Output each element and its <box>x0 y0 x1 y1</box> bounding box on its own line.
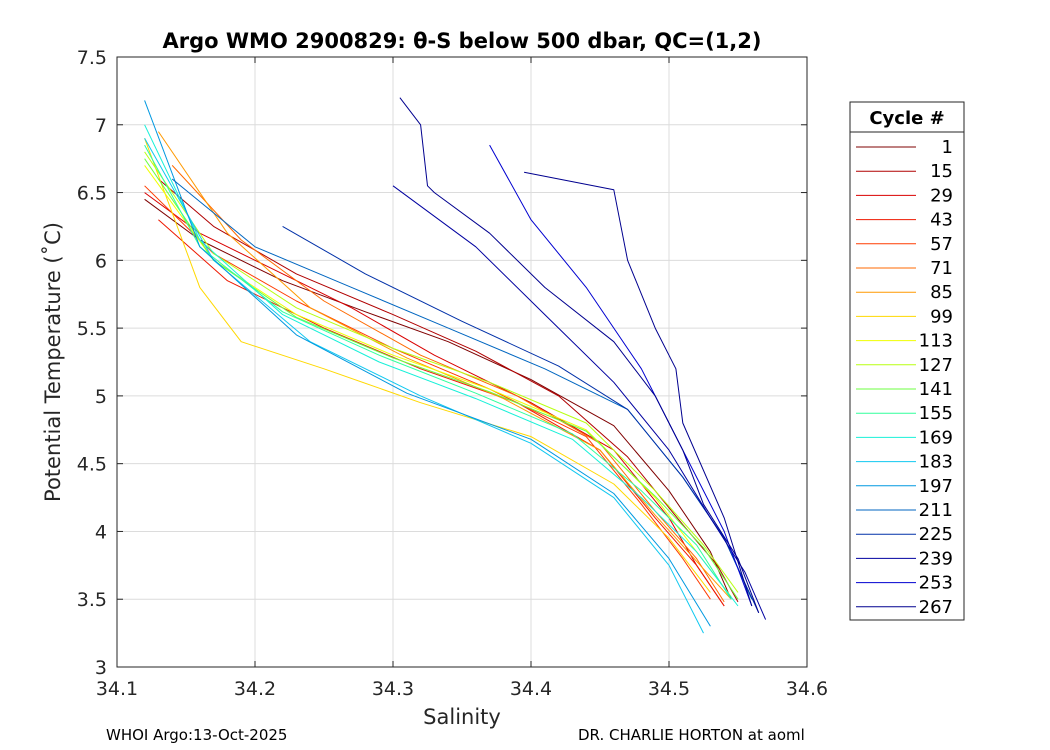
x-tick-label: 34.6 <box>786 678 828 700</box>
legend-box <box>849 101 965 621</box>
plot-frame <box>116 56 808 668</box>
legend-label-57: 57 <box>930 234 953 255</box>
series-line-cycle-85 <box>157 131 732 600</box>
x-axis-label: Salinity <box>423 705 501 729</box>
series-line-cycle-267 <box>399 97 760 613</box>
series-line-cycle-197 <box>144 100 711 627</box>
x-tick-label: 34.2 <box>234 678 276 700</box>
series-line-cycle-169 <box>144 124 739 607</box>
series-line-cycle-29 <box>144 192 725 607</box>
legend-label-197: 197 <box>919 476 953 497</box>
legend-label-99: 99 <box>930 306 953 327</box>
legend-label-113: 113 <box>919 331 953 352</box>
y-tick-label: 5 <box>95 386 107 408</box>
y-tick-label: 6 <box>95 250 107 272</box>
series-line-cycle-127 <box>144 151 739 593</box>
series-line-cycle-267b <box>524 171 753 607</box>
series-line-cycle-71 <box>171 165 725 603</box>
y-tick-label: 5.5 <box>77 318 107 340</box>
legend-label-211: 211 <box>919 500 953 521</box>
legend-label-141: 141 <box>919 379 953 400</box>
series-line-cycle-253 <box>489 144 753 607</box>
y-tick-label: 3.5 <box>77 589 107 611</box>
y-tick-label: 4.5 <box>77 454 107 476</box>
x-tick-label: 34.1 <box>96 678 138 700</box>
legend-label-239: 239 <box>919 548 953 569</box>
series-lines <box>144 97 767 634</box>
series-line-cycle-99 <box>144 138 711 593</box>
y-tick-label: 4 <box>95 521 107 543</box>
legend-title: Cycle # <box>869 108 944 129</box>
y-tick-label: 7.5 <box>77 47 107 69</box>
legend: Cycle # 1 15 29 43 57 71 85 99 113 127 141 155 169 18… <box>849 101 965 621</box>
footer-operator: DR. CHARLIE HORTON at aoml <box>578 726 805 744</box>
legend-label-183: 183 <box>919 452 953 473</box>
legend-label-253: 253 <box>919 573 953 594</box>
legend-label-127: 127 <box>919 355 953 376</box>
legend-label-267: 267 <box>919 597 953 618</box>
legend-label-1: 1 <box>942 137 953 158</box>
x-tick-label: 34.3 <box>372 678 414 700</box>
y-axis-label: Potential Temperature (˚C) <box>41 222 65 502</box>
series-line-cycle-1 <box>144 198 732 600</box>
series-line-cycle-155 <box>144 144 732 600</box>
chart-title: Argo WMO 2900829: θ-S below 500 dbar, QC… <box>163 29 762 53</box>
legend-items: 1 15 29 43 57 71 85 99 113 127 141 155 169 183 197 211 2… <box>856 137 953 618</box>
legend-label-155: 155 <box>919 403 953 424</box>
legend-label-225: 225 <box>919 524 953 545</box>
series-line-cycle-239 <box>392 185 767 620</box>
y-tick-label: 6.5 <box>77 183 107 205</box>
y-tick-label: 7 <box>95 115 107 137</box>
x-tick-label: 34.4 <box>510 678 552 700</box>
series-line-cycle-113 <box>144 165 732 597</box>
legend-label-43: 43 <box>930 210 953 231</box>
x-tick-label: 34.5 <box>648 678 690 700</box>
plot-area <box>117 57 807 667</box>
footer-date: WHOI Argo:13-Oct-2025 <box>106 726 287 744</box>
legend-label-29: 29 <box>930 185 953 206</box>
legend-label-169: 169 <box>919 427 953 448</box>
legend-label-15: 15 <box>930 161 953 182</box>
legend-label-71: 71 <box>930 258 953 279</box>
axis-ticks: 34.1 34.2 34.3 34.4 34.5 34.6 3 3.5 4 4.5 5 5.5 6 6.5… <box>77 47 828 700</box>
legend-label-85: 85 <box>930 282 953 303</box>
y-tick-label: 3 <box>95 657 107 679</box>
